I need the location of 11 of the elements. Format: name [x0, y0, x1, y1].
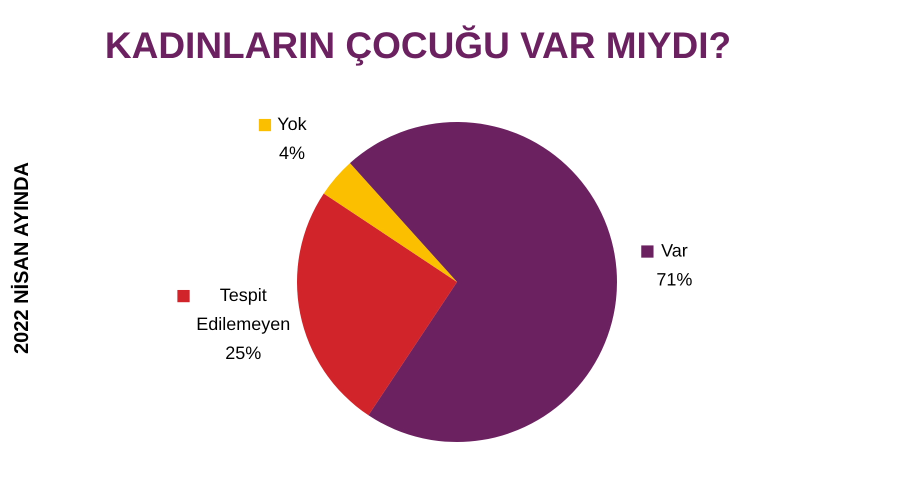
- data-label: 4%: [278, 143, 305, 164]
- chart-title: KADINLARIN ÇOCUĞU VAR MIYDI?: [104, 25, 732, 66]
- pie-slice: [350, 122, 617, 442]
- data-label: 71%: [656, 270, 692, 290]
- legend-label: Tespit Edilemeyen: [196, 285, 290, 334]
- data-label: 25%: [225, 343, 262, 364]
- pie-slice: [297, 193, 457, 416]
- legend-label: Yok: [277, 114, 308, 134]
- legend-label: Var: [661, 240, 688, 261]
- text: 2022 NİSAN AYINDA: [10, 162, 33, 354]
- pie-slice: [324, 163, 457, 282]
